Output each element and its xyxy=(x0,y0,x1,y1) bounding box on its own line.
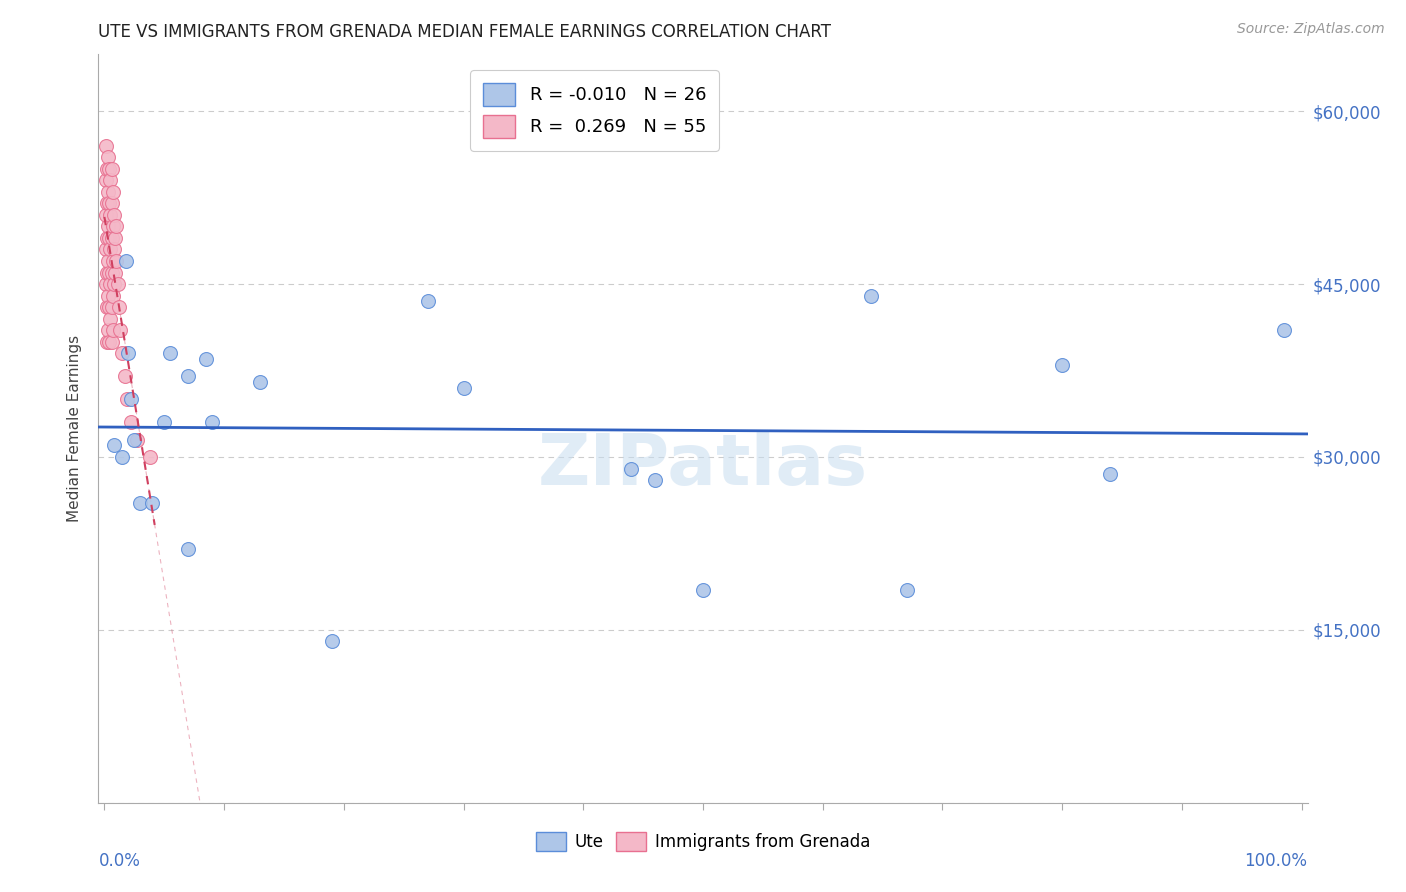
Point xyxy=(105,219,128,234)
Point xyxy=(159,346,181,360)
Point xyxy=(98,334,121,349)
Point xyxy=(249,375,271,389)
Point xyxy=(195,351,218,366)
Point xyxy=(141,496,163,510)
Point xyxy=(94,277,117,291)
Point xyxy=(124,433,146,447)
Point xyxy=(103,208,125,222)
Y-axis label: Median Female Earnings: Median Female Earnings xyxy=(67,334,83,522)
Point xyxy=(107,277,129,291)
Point xyxy=(97,185,120,199)
Point xyxy=(108,323,131,337)
Point xyxy=(98,266,121,280)
Point xyxy=(96,266,118,280)
Point xyxy=(100,161,122,176)
Point xyxy=(96,300,118,314)
Point xyxy=(100,311,122,326)
Point xyxy=(97,219,120,234)
Point xyxy=(125,433,148,447)
Point xyxy=(103,243,125,257)
Point xyxy=(1050,358,1073,372)
Point xyxy=(129,496,152,510)
Point xyxy=(100,334,122,349)
Point xyxy=(1272,323,1295,337)
Point xyxy=(105,254,128,268)
Point xyxy=(120,392,142,407)
Point xyxy=(100,300,122,314)
Text: 0.0%: 0.0% xyxy=(98,852,141,870)
Point xyxy=(620,461,643,475)
Point xyxy=(94,208,117,222)
Point xyxy=(101,254,124,268)
Point xyxy=(96,334,118,349)
Point xyxy=(692,582,714,597)
Point xyxy=(201,416,224,430)
Point xyxy=(101,288,124,302)
Text: UTE VS IMMIGRANTS FROM GRENADA MEDIAN FEMALE EARNINGS CORRELATION CHART: UTE VS IMMIGRANTS FROM GRENADA MEDIAN FE… xyxy=(98,23,831,41)
Point xyxy=(177,369,200,384)
Point xyxy=(100,243,122,257)
Point xyxy=(96,231,118,245)
Point xyxy=(96,196,118,211)
Point xyxy=(100,208,122,222)
Point xyxy=(1099,467,1122,482)
Point xyxy=(644,473,666,487)
Point xyxy=(97,150,120,164)
Point xyxy=(120,416,142,430)
Point xyxy=(94,243,117,257)
Point xyxy=(98,196,121,211)
Point xyxy=(101,185,124,199)
Point xyxy=(100,231,122,245)
Point xyxy=(177,542,200,557)
Point xyxy=(98,300,121,314)
Point xyxy=(94,138,117,153)
Point xyxy=(104,231,127,245)
Point xyxy=(97,254,120,268)
Point xyxy=(94,173,117,187)
Point xyxy=(98,161,121,176)
Text: 100.0%: 100.0% xyxy=(1244,852,1308,870)
Point xyxy=(100,266,122,280)
Point xyxy=(416,294,439,309)
Point xyxy=(96,161,118,176)
Text: Source: ZipAtlas.com: Source: ZipAtlas.com xyxy=(1237,22,1385,37)
Point xyxy=(101,323,124,337)
Point xyxy=(97,288,120,302)
Point xyxy=(153,416,176,430)
Legend: Ute, Immigrants from Grenada: Ute, Immigrants from Grenada xyxy=(529,826,877,858)
Point xyxy=(321,634,343,648)
Point xyxy=(97,323,120,337)
Point xyxy=(103,277,125,291)
Point xyxy=(101,219,124,234)
Point xyxy=(115,254,138,268)
Point xyxy=(98,231,121,245)
Point xyxy=(453,381,475,395)
Point xyxy=(111,346,134,360)
Point xyxy=(107,300,129,314)
Text: ZIPatlas: ZIPatlas xyxy=(538,431,868,500)
Point xyxy=(100,196,122,211)
Point xyxy=(104,266,127,280)
Point xyxy=(100,173,122,187)
Point xyxy=(859,288,882,302)
Point xyxy=(896,582,918,597)
Point xyxy=(139,450,162,464)
Point xyxy=(111,450,134,464)
Point xyxy=(114,369,136,384)
Point xyxy=(117,346,139,360)
Point xyxy=(100,277,122,291)
Point xyxy=(115,392,138,407)
Point xyxy=(103,438,125,452)
